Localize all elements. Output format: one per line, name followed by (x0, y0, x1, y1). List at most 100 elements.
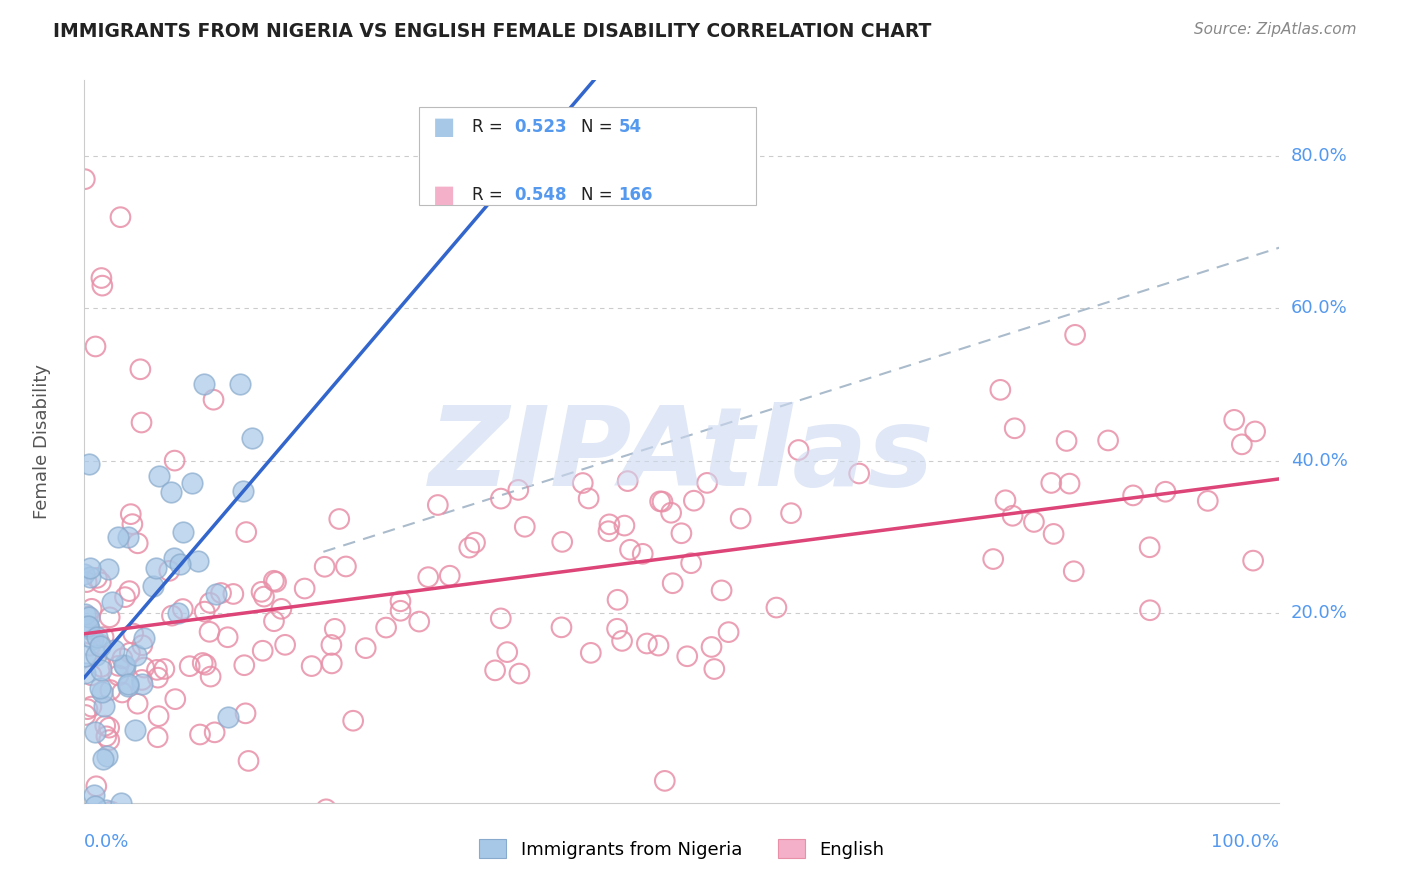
Text: 0.548: 0.548 (515, 186, 567, 204)
Point (217, 710, 239, 724)
Point (270, 602, 292, 616)
Point (125, 648, 148, 662)
Point (110, 796, 132, 810)
Point (235, 706, 257, 721)
Point (80, 699, 103, 714)
Point (1154, 484, 1177, 499)
Point (79, 639, 101, 653)
Point (110, 210, 132, 224)
Point (1022, 515, 1045, 529)
Point (124, 723, 146, 738)
Point (1056, 434, 1078, 448)
Point (172, 524, 194, 539)
Point (315, 802, 337, 816)
Point (1139, 541, 1161, 555)
Point (145, 561, 167, 575)
Point (700, 640, 723, 654)
Point (1097, 434, 1119, 448)
Text: Female Disability: Female Disability (32, 364, 51, 519)
Text: ZIPAtlas: ZIPAtlas (429, 402, 935, 509)
Point (323, 622, 346, 636)
Point (314, 559, 336, 574)
Point (631, 547, 654, 561)
Point (209, 586, 232, 600)
Point (619, 542, 641, 557)
Point (131, 638, 153, 652)
Point (84, 648, 107, 662)
Point (120, 507, 142, 521)
Point (194, 657, 217, 672)
Point (75, 708, 97, 723)
Point (89, 681, 111, 695)
Point (98, 721, 121, 735)
Point (606, 622, 628, 636)
Text: 80.0%: 80.0% (1291, 147, 1347, 165)
Point (77, 457, 100, 471)
Point (200, 669, 222, 683)
Point (1063, 564, 1085, 578)
Point (73, 811, 96, 825)
Point (160, 608, 183, 623)
Text: ■: ■ (433, 115, 456, 138)
Point (508, 666, 530, 681)
Point (76, 609, 98, 624)
Point (1004, 421, 1026, 435)
Point (1197, 494, 1219, 508)
Point (217, 630, 239, 644)
Point (165, 692, 187, 706)
Point (118, 584, 141, 599)
Text: 54: 54 (619, 118, 641, 136)
Point (988, 383, 1011, 397)
Point (86, 571, 108, 585)
Point (101, 595, 124, 609)
Point (96, 804, 118, 818)
Point (703, 662, 725, 676)
Point (613, 518, 636, 533)
Point (389, 594, 412, 608)
Point (335, 559, 357, 574)
Point (671, 526, 693, 541)
Point (222, 587, 245, 601)
Point (107, 530, 129, 544)
Point (484, 664, 506, 678)
Point (1244, 425, 1267, 439)
Point (117, 530, 139, 544)
Point (80, 668, 103, 682)
Point (551, 534, 574, 549)
Point (157, 564, 180, 578)
Point (426, 498, 449, 512)
Legend: Immigrants from Nigeria, English: Immigrants from Nigeria, English (472, 832, 891, 866)
Point (489, 611, 512, 625)
Point (787, 443, 810, 458)
Point (235, 525, 257, 540)
Point (181, 476, 204, 491)
Point (91, 278, 114, 293)
Point (321, 657, 343, 671)
Point (96, 729, 118, 743)
Text: 166: 166 (619, 186, 654, 204)
Point (75, 665, 97, 680)
Point (146, 663, 169, 677)
Point (610, 634, 633, 648)
Point (191, 656, 214, 670)
Point (97, 562, 120, 576)
Point (233, 658, 256, 673)
Point (127, 536, 149, 550)
Point (240, 431, 263, 445)
Point (118, 646, 141, 660)
Text: R =: R = (472, 118, 509, 136)
Point (90, 575, 112, 590)
Text: R =: R = (472, 186, 509, 204)
Point (148, 709, 170, 723)
Point (114, 590, 136, 604)
Point (77, 622, 100, 636)
Point (659, 506, 682, 520)
Point (117, 679, 139, 693)
Point (169, 558, 191, 572)
Point (148, 468, 170, 483)
Point (76, 702, 98, 716)
Point (765, 600, 787, 615)
Point (93, 752, 115, 766)
Point (107, 658, 129, 673)
Point (117, 677, 139, 691)
